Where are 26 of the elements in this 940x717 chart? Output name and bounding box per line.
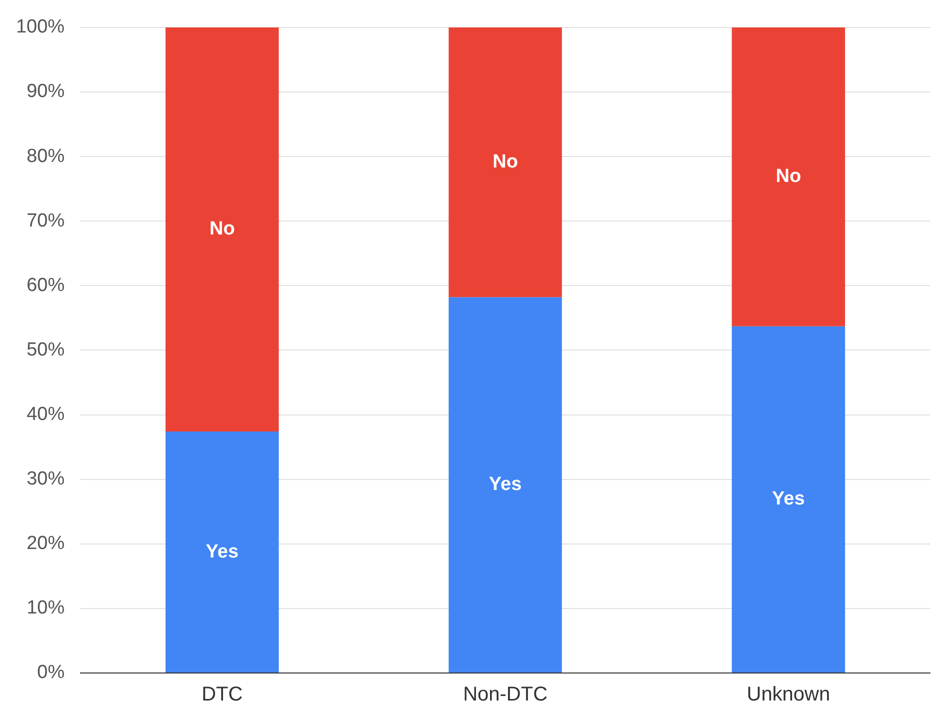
x-tick-label: Unknown xyxy=(746,684,830,706)
bar xyxy=(166,27,279,432)
y-tick-label: 100% xyxy=(16,16,65,38)
text: No xyxy=(210,218,235,240)
y-tick-label: 90% xyxy=(26,81,65,102)
series-label: Yes xyxy=(772,488,805,510)
y-tick-label: 40% xyxy=(26,404,65,425)
x-tick-label: DTC xyxy=(202,684,243,706)
bar xyxy=(732,326,846,672)
y-tick-label: 80% xyxy=(26,146,65,167)
bar xyxy=(166,432,279,672)
text: Yes xyxy=(206,541,239,562)
bar xyxy=(732,27,846,326)
y-tick-label: 60% xyxy=(26,274,65,296)
bar xyxy=(448,27,562,298)
text: Yes xyxy=(488,474,522,496)
series-label: No xyxy=(492,152,518,173)
text: No xyxy=(776,166,802,188)
y-tick-label: 20% xyxy=(26,533,65,554)
y-tick-label: 70% xyxy=(26,210,65,232)
y-tick-label: 50% xyxy=(26,339,65,360)
y-tick-label: 0% xyxy=(37,662,65,684)
y-tick-label: 10% xyxy=(26,598,65,619)
y-tick-label: 30% xyxy=(26,468,65,490)
x-tick-label: Non-DTC xyxy=(463,684,548,706)
bar xyxy=(448,297,562,672)
